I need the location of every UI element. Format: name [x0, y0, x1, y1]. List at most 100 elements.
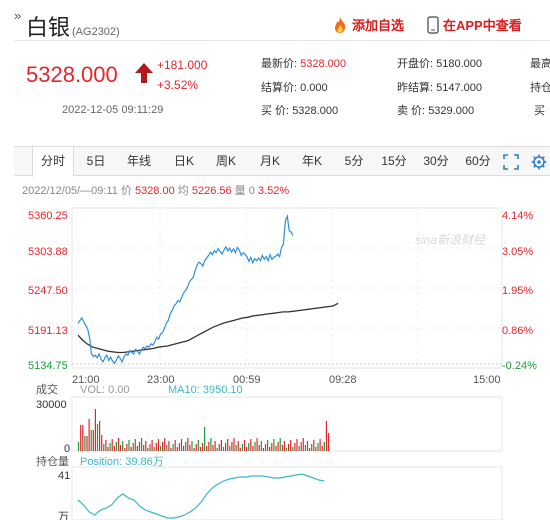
volume-bar — [178, 443, 180, 451]
volume-bar — [172, 444, 174, 451]
volume-bar — [185, 442, 187, 451]
volume-bar — [197, 440, 199, 451]
position-tick-top: 41 — [58, 470, 70, 482]
volume-bar — [170, 448, 172, 451]
volume-bar — [262, 448, 264, 451]
volume-bar — [84, 436, 86, 451]
volume-bar — [315, 447, 317, 451]
quote-field-ask: 卖 价: 5329.000 — [397, 105, 475, 117]
volume-bar — [254, 442, 256, 451]
period-tab-bar: 分时 5日 年线 日K 周K 月K 年K 5分 15分 30分 60分 — [14, 146, 550, 177]
tab-5min[interactable]: 5分 — [344, 154, 364, 168]
volume-bar — [269, 447, 271, 451]
volume-bar — [292, 447, 294, 451]
volume-bar — [115, 442, 117, 451]
tab-30min[interactable]: 30分 — [423, 154, 449, 168]
tab-monthly-k[interactable]: 月K — [259, 154, 280, 168]
volume-bar — [82, 425, 84, 451]
x-tick: 15:00 — [473, 374, 501, 386]
volume-bar — [180, 439, 183, 451]
volume-bar — [285, 448, 288, 451]
volume-bar — [134, 439, 136, 451]
volume-bar — [155, 443, 157, 451]
volume-bar — [290, 440, 292, 451]
volume-bar — [233, 438, 235, 451]
volume-bar — [296, 439, 298, 451]
tab-intraday[interactable]: 分时 — [32, 147, 74, 177]
tab-weekly-k[interactable]: 周K — [215, 154, 236, 168]
x-tick: 23:00 — [147, 374, 175, 386]
expand-icon[interactable]: » — [14, 8, 22, 23]
volume-bar — [304, 445, 306, 451]
volume-bar — [92, 430, 94, 451]
fullscreen-icon[interactable] — [503, 154, 519, 170]
volume-bar — [136, 446, 138, 451]
watermark: sina新浪财经 — [415, 233, 487, 247]
volume-bar — [113, 446, 115, 451]
instrument-code: (AG2302) — [72, 26, 120, 38]
settings-icon[interactable] — [531, 154, 547, 170]
volume-bar — [141, 438, 143, 451]
fire-icon — [335, 16, 346, 33]
volume-bar — [252, 446, 254, 451]
volume-bar — [218, 444, 220, 451]
tab-60min[interactable]: 60分 — [465, 154, 491, 168]
volume-section-label: 成交 — [36, 382, 58, 396]
position-value: Position: 39.86万 — [80, 456, 164, 468]
add-watchlist-button[interactable]: 添加自选 — [332, 15, 404, 34]
volume-bar — [250, 439, 252, 451]
volume-bar — [302, 438, 304, 451]
volume-bar — [94, 409, 96, 451]
open-app-label: 在APP中查看 — [443, 18, 522, 33]
quote-field-prev-settle: 昨结算: 5147.000 — [397, 82, 483, 94]
quote-field-settle: 结算价: 0.000 — [261, 82, 328, 94]
volume-bar — [319, 439, 321, 451]
tab-year-line[interactable]: 年线 — [126, 154, 151, 168]
tab-yearly-k[interactable]: 年K — [301, 154, 322, 168]
tab-daily-k[interactable]: 日K — [173, 154, 194, 168]
volume-bar — [225, 443, 227, 451]
volume-bar — [201, 443, 204, 451]
volume-bar — [325, 421, 327, 451]
y-tick-right: -0.24% — [502, 360, 537, 372]
price-line — [77, 213, 294, 365]
volume-bar — [99, 421, 101, 451]
volume-bar — [103, 444, 105, 451]
volume-bar — [96, 424, 99, 451]
volume-bar — [143, 445, 145, 451]
volume-bar — [105, 440, 107, 451]
volume-bar — [260, 441, 262, 451]
volume-bar — [109, 443, 111, 451]
price-change-percent: +3.52% — [157, 78, 199, 92]
crosshair-info: 2022/12/05/—09:11 价 5328.00 均 5226.56 量 … — [22, 185, 290, 197]
volume-bar — [132, 443, 134, 451]
quote-field-bid: 买 价: 5328.000 — [261, 105, 339, 117]
volume-bar — [189, 445, 191, 451]
position-section-label: 持仓量 — [36, 454, 69, 468]
volume-bar — [120, 445, 122, 451]
volume-bar — [317, 443, 319, 451]
volume-bar — [151, 440, 153, 451]
volume-bar — [86, 436, 88, 451]
volume-bar — [166, 445, 168, 451]
volume-bar — [90, 430, 92, 451]
volume-bar — [267, 440, 269, 451]
open-app-button[interactable]: 在APP中查看 — [427, 15, 522, 34]
volume-bars — [78, 409, 330, 451]
volume-bar — [294, 443, 296, 451]
tab-5day[interactable]: 5日 — [86, 154, 106, 168]
volume-bar — [235, 445, 237, 451]
x-tick: 09:28 — [329, 374, 357, 386]
volume-bar — [298, 446, 300, 451]
volume-bar — [168, 441, 170, 451]
quote-field-open: 开盘价: 5180.000 — [397, 58, 483, 70]
volume-bar — [164, 438, 166, 451]
tab-15min[interactable]: 15分 — [381, 154, 407, 168]
volume-bar — [323, 442, 325, 451]
volume-bar — [231, 442, 233, 451]
volume-value: VOL: 0.00 — [80, 384, 130, 396]
volume-bar — [195, 444, 197, 451]
volume-bar — [273, 439, 275, 451]
volume-bar — [313, 440, 315, 451]
